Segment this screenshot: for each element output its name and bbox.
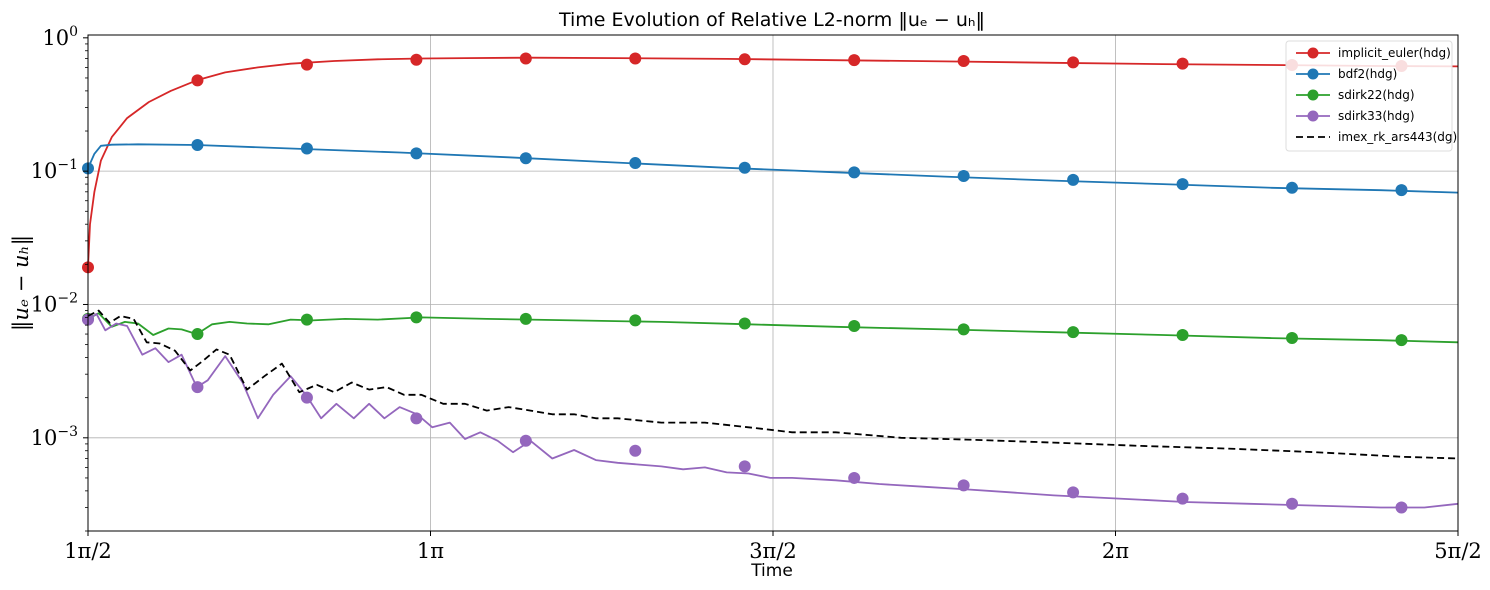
data-point-sdirk33(hdg)	[519, 434, 532, 447]
y-tick-label: 100	[42, 24, 78, 50]
data-point-sdirk33(hdg)	[957, 479, 970, 492]
data-point-sdirk22(hdg)	[519, 312, 532, 325]
chart-title: Time Evolution of Relative L2-norm ‖uₑ −…	[558, 9, 985, 31]
data-point-bdf2(hdg)	[957, 169, 970, 182]
data-point-implicit_euler(hdg)	[519, 52, 532, 65]
y-tick-label: 10−1	[31, 157, 78, 183]
data-point-sdirk33(hdg)	[300, 391, 313, 404]
data-point-sdirk22(hdg)	[1067, 326, 1080, 339]
legend-marker-implicit_euler(hdg)	[1307, 47, 1319, 59]
legend-label-implicit_euler(hdg): implicit_euler(hdg)	[1338, 46, 1451, 60]
data-point-sdirk33(hdg)	[629, 444, 642, 457]
series-line-implicit_euler(hdg)	[87, 56, 1459, 268]
data-point-bdf2(hdg)	[1176, 178, 1189, 191]
data-point-sdirk22(hdg)	[410, 311, 423, 324]
data-point-sdirk33(hdg)	[1067, 486, 1080, 499]
legend-frame	[1285, 40, 1453, 152]
data-point-sdirk22(hdg)	[957, 323, 970, 336]
grid-layer	[88, 35, 1458, 531]
data-point-sdirk22(hdg)	[1176, 329, 1189, 342]
x-tick-label: 2π	[1102, 539, 1129, 563]
data-point-sdirk22(hdg)	[191, 328, 204, 341]
legend-label-sdirk33(hdg): sdirk33(hdg)	[1338, 109, 1415, 123]
data-point-implicit_euler(hdg)	[300, 58, 313, 71]
data-point-bdf2(hdg)	[410, 147, 423, 160]
x-axis-label: Time	[750, 561, 793, 581]
data-point-sdirk22(hdg)	[629, 314, 642, 327]
data-point-sdirk22(hdg)	[300, 313, 313, 326]
x-tick-label: 5π/2	[1434, 539, 1482, 563]
y-axis-label: ‖uₑ − uₕ‖	[9, 235, 34, 331]
data-point-bdf2(hdg)	[738, 161, 751, 174]
data-point-sdirk33(hdg)	[1176, 492, 1189, 505]
data-point-bdf2(hdg)	[191, 139, 204, 152]
data-point-sdirk33(hdg)	[848, 471, 861, 484]
data-point-implicit_euler(hdg)	[957, 55, 970, 68]
data-point-sdirk33(hdg)	[1286, 497, 1299, 510]
legend-label-sdirk22(hdg): sdirk22(hdg)	[1338, 88, 1415, 102]
data-point-sdirk33(hdg)	[410, 412, 423, 425]
series-layer	[82, 52, 1459, 514]
x-tick-label: 1π/2	[64, 539, 112, 563]
y-tick-label: 10−3	[31, 424, 78, 450]
x-tick-label: 3π/2	[749, 539, 797, 563]
data-point-implicit_euler(hdg)	[848, 54, 861, 67]
x-tick-label: 1π	[417, 539, 444, 563]
data-point-bdf2(hdg)	[629, 157, 642, 170]
legend-marker-sdirk22(hdg)	[1307, 89, 1319, 101]
legend-label-imex_rk_ars443(dg): imex_rk_ars443(dg)	[1338, 130, 1457, 144]
data-point-bdf2(hdg)	[1067, 173, 1080, 186]
data-point-implicit_euler(hdg)	[1176, 57, 1189, 70]
data-point-bdf2(hdg)	[848, 166, 861, 179]
y-tick-label: 10−2	[31, 290, 78, 316]
data-point-sdirk22(hdg)	[1286, 332, 1299, 345]
data-point-sdirk33(hdg)	[738, 460, 751, 473]
data-point-bdf2(hdg)	[1395, 184, 1408, 197]
data-point-bdf2(hdg)	[519, 152, 532, 165]
legend-marker-sdirk33(hdg)	[1307, 110, 1319, 122]
legend: implicit_euler(hdg) bdf2(hdg) sdirk22(hdg)…	[1285, 40, 1457, 152]
data-point-sdirk22(hdg)	[738, 317, 751, 330]
data-point-sdirk22(hdg)	[848, 319, 861, 332]
data-point-implicit_euler(hdg)	[191, 74, 204, 87]
legend-marker-bdf2(hdg)	[1307, 68, 1319, 80]
legend-label-bdf2(hdg): bdf2(hdg)	[1338, 67, 1397, 81]
series-line-imex_rk_ars443(dg)	[87, 309, 1459, 460]
data-point-implicit_euler(hdg)	[629, 52, 642, 65]
data-point-sdirk33(hdg)	[1395, 501, 1408, 514]
data-point-bdf2(hdg)	[300, 142, 313, 155]
data-point-implicit_euler(hdg)	[1067, 56, 1080, 69]
data-point-implicit_euler(hdg)	[410, 53, 423, 66]
data-point-bdf2(hdg)	[1286, 181, 1299, 194]
ticks-layer: 1π/2 1π 3π/2 2π 5π/2 100 10−1 10−2 10−3	[31, 24, 1482, 563]
data-point-sdirk22(hdg)	[1395, 334, 1408, 347]
data-point-sdirk33(hdg)	[191, 381, 204, 394]
data-point-implicit_euler(hdg)	[738, 53, 751, 66]
